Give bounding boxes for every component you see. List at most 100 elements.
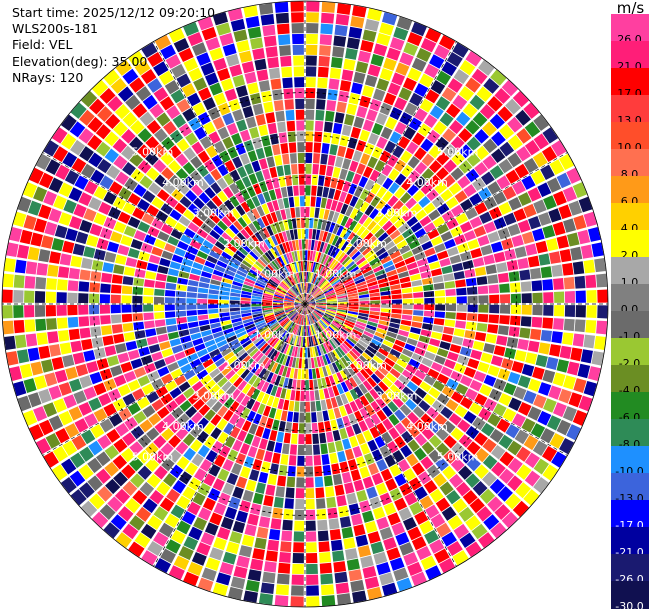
velocity-gate	[359, 96, 371, 108]
velocity-gate	[528, 341, 540, 353]
range-ring-label: 2.00km	[223, 237, 265, 250]
velocity-gate	[247, 514, 259, 526]
velocity-gate	[447, 352, 459, 362]
velocity-gate	[111, 295, 121, 304]
velocity-gate	[338, 304, 348, 306]
velocity-gate	[477, 276, 488, 285]
velocity-gate	[496, 262, 507, 272]
velocity-gate	[290, 1, 303, 11]
velocity-gate	[331, 134, 340, 145]
velocity-gate	[360, 556, 374, 568]
velocity-gate	[30, 232, 43, 246]
velocity-gate	[133, 278, 144, 287]
velocity-gate	[335, 156, 344, 167]
velocity-gate	[292, 423, 298, 433]
range-grid	[2, 1, 608, 607]
velocity-gate	[131, 239, 143, 250]
velocity-gate	[298, 434, 304, 444]
velocity-gate	[499, 315, 510, 324]
velocity-gate	[334, 25, 347, 37]
velocity-gate	[151, 247, 163, 257]
velocity-gate	[292, 564, 304, 574]
velocity-gate	[231, 576, 246, 589]
velocity-gate	[332, 550, 344, 561]
velocity-gate	[321, 198, 327, 209]
velocity-gate	[536, 355, 548, 368]
velocity-gate	[365, 75, 378, 87]
velocity-gate	[306, 575, 318, 585]
velocity-gate	[363, 119, 374, 131]
velocity-gate	[372, 473, 383, 485]
velocity-gate	[443, 327, 454, 335]
velocity-gate	[299, 240, 302, 250]
velocity-gate	[178, 271, 189, 279]
velocity-gate	[250, 559, 263, 571]
velocity-gate	[266, 550, 278, 561]
velocity-gate	[263, 495, 273, 506]
velocity-gate	[557, 235, 569, 249]
velocity-gate	[267, 440, 276, 451]
velocity-gate	[198, 288, 209, 294]
velocity-gate	[288, 466, 296, 477]
velocity-gate	[208, 309, 218, 314]
velocity-gate	[259, 3, 273, 15]
velocity-gate	[325, 111, 334, 122]
velocity-gate	[528, 256, 540, 268]
range-ring-label: 2.00km	[345, 359, 387, 372]
velocity-gate	[156, 327, 167, 335]
velocity-gate	[391, 289, 401, 294]
velocity-gate	[481, 245, 493, 256]
velocity-gate	[276, 13, 289, 24]
velocity-gate	[272, 89, 282, 100]
velocity-gate	[166, 283, 177, 290]
start-time-label: Start time: 2025/12/12 09:20:10	[12, 5, 215, 21]
velocity-gate	[422, 323, 433, 330]
velocity-gate	[371, 54, 384, 67]
velocity-gate	[525, 352, 537, 364]
velocity-gate	[117, 352, 129, 363]
velocity-gate	[322, 143, 330, 154]
velocity-gate	[209, 313, 219, 318]
velocity-gate	[349, 503, 360, 515]
velocity-gate	[305, 380, 309, 390]
velocity-gate	[345, 148, 354, 160]
velocity-gate	[259, 438, 268, 449]
velocity-gate	[197, 299, 207, 304]
velocity-gate	[186, 298, 196, 303]
velocity-gate	[55, 370, 68, 383]
velocity-gate	[577, 364, 590, 379]
velocity-gate	[441, 266, 452, 275]
velocity-gate	[586, 290, 596, 303]
velocity-gate	[573, 333, 585, 346]
ppi-plot: 1.00km2.00km3.00km4.00km5.00km1.00km2.00…	[0, 0, 610, 610]
velocity-gate	[324, 122, 333, 133]
velocity-gate	[157, 334, 168, 343]
velocity-gate	[52, 238, 64, 251]
velocity-gate	[14, 320, 25, 333]
velocity-gate	[240, 301, 250, 304]
velocity-gate	[283, 198, 289, 209]
velocity-gate	[335, 485, 345, 496]
velocity-gate	[306, 456, 313, 466]
velocity-gate	[351, 127, 361, 139]
range-ring-label: 1.00km	[254, 329, 296, 342]
velocity-gate	[466, 278, 477, 287]
velocity-gate	[306, 423, 312, 433]
velocity-gate	[280, 143, 288, 154]
velocity-gate	[317, 78, 327, 89]
velocity-gate	[358, 545, 371, 557]
velocity-gate	[143, 313, 154, 321]
velocity-gate	[570, 348, 582, 362]
velocity-gate	[299, 175, 305, 185]
velocity-gate	[222, 113, 234, 126]
velocity-gate	[356, 106, 367, 118]
velocity-gate	[489, 295, 499, 304]
velocity-gate	[297, 229, 301, 239]
velocity-gate	[261, 91, 272, 103]
velocity-gate	[232, 487, 244, 499]
velocity-gate	[241, 307, 251, 310]
velocity-gate	[287, 186, 293, 197]
velocity-gate	[413, 298, 423, 303]
velocity-gate	[366, 487, 378, 499]
range-ring-label: 3.00km	[376, 206, 418, 219]
